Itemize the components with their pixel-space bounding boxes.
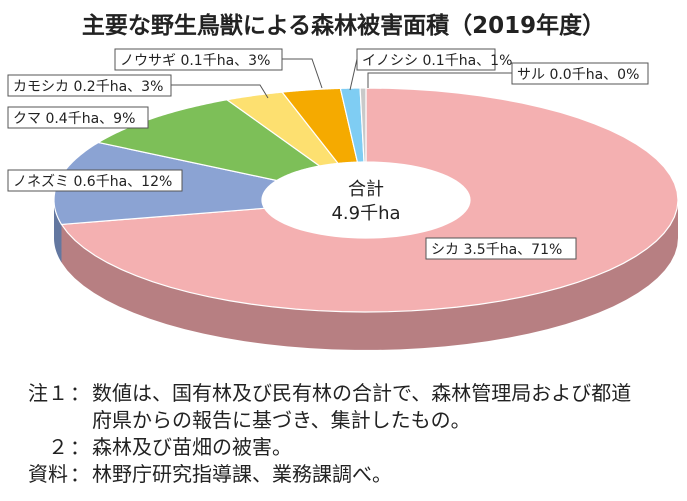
note-text: 府県からの報告に基づき、集計したもの。 [92, 408, 471, 432]
leader-line-4 [282, 58, 323, 89]
slice-label-1: ノネズミ 0.6千ha、12% [13, 174, 172, 190]
slice-label-4: ノウサギ 0.1千ha、3% [120, 53, 270, 69]
slice-label-5: イノシシ 0.1千ha、1% [362, 53, 512, 69]
note-row: 府県からの報告に基づき、集計したもの。 [6, 407, 631, 434]
slice-label-3: カモシカ 0.2千ha、3% [13, 79, 163, 95]
slice-label-0: シカ 3.5千ha、71% [431, 242, 562, 258]
slice-label-6: サル 0.0千ha、0% [517, 67, 639, 83]
leader-line-6 [367, 72, 512, 88]
slice-side-0 [61, 200, 678, 350]
center-label-total: 4.9千ha [331, 203, 400, 224]
note-text: 森林及び苗畑の被害。 [92, 435, 292, 459]
note-key [6, 407, 68, 434]
slice-side-1 [54, 200, 62, 263]
label-box-5 [356, 48, 496, 71]
chart-title: 主要な野生鳥獣による森林被害面積（2019年度） [81, 13, 606, 39]
note-key: ２ [48, 435, 68, 459]
note-key: 注１ [28, 381, 68, 405]
label-box-1 [7, 169, 183, 192]
donut-chart: 合計 4.9千ha シカ 3.5千ha、71% ノネズミ 0.6千ha、12% クマ 0… [7, 48, 679, 350]
notes: 注１：数値は、国有林及び民有林の合計で、森林管理局および都道 府県からの報告に基… [6, 380, 631, 488]
label-box-2 [7, 106, 149, 129]
note-text: 林野庁研究指導課、業務課調べ。 [92, 462, 392, 486]
label-box-0 [425, 237, 577, 260]
note-row: 資料：林野庁研究指導課、業務課調べ。 [6, 461, 631, 488]
note-key: 資料 [28, 462, 68, 486]
note-sep: ： [70, 462, 90, 486]
slice-label-2: クマ 0.4千ha、9% [13, 111, 135, 127]
label-box-6 [511, 62, 649, 85]
label-box-4 [114, 48, 283, 71]
donut-hole [262, 162, 470, 238]
note-sep: ： [70, 435, 90, 459]
label-box-3 [7, 74, 172, 97]
center-label-title: 合計 [348, 179, 384, 200]
leader-line-5 [349, 58, 358, 91]
note-text: 数値は、国有林及び民有林の合計で、森林管理局および都道 [92, 381, 632, 405]
note-row: ２：森林及び苗畑の被害。 [6, 434, 631, 461]
leader-line-3 [163, 84, 269, 99]
note-sep: ： [70, 381, 90, 405]
note-row: 注１：数値は、国有林及び民有林の合計で、森林管理局および都道 [6, 380, 631, 407]
